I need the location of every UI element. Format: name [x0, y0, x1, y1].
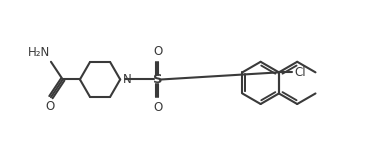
Text: O: O — [153, 45, 162, 58]
Text: N: N — [123, 73, 131, 86]
Text: O: O — [153, 101, 162, 114]
Text: Cl: Cl — [294, 66, 306, 79]
Text: O: O — [46, 100, 55, 113]
Text: S: S — [153, 73, 162, 86]
Text: H₂N: H₂N — [28, 46, 50, 59]
